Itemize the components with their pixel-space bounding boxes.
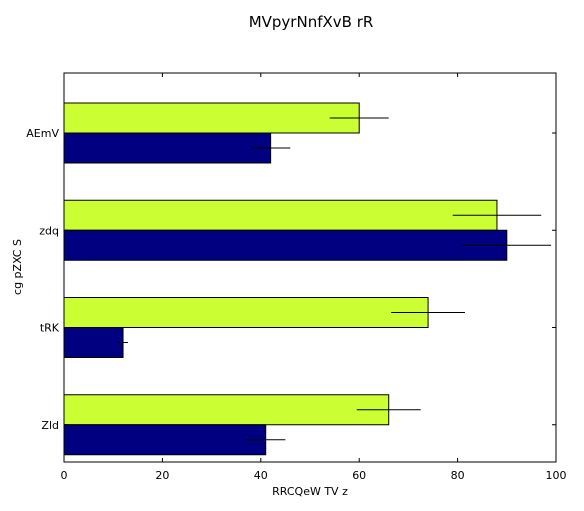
bars-layer [63,102,508,456]
y-axis-ticks: AEmV zdq tRK Zld [26,127,556,432]
y-tick-label-Zld: Zld [41,419,59,432]
x-tick-label-60: 60 [352,469,366,482]
bar-AEmV-series-2 [63,132,272,164]
bar-AEmV-series-1 [63,102,360,134]
x-tick-label-20: 20 [155,469,169,482]
bar-Zld-series-1 [63,394,390,426]
y-axis-label: cg pZXC S [11,239,24,295]
x-tick-label-40: 40 [254,469,268,482]
x-tick-label-100: 100 [546,469,567,482]
y-tick-label-tRK: tRK [40,322,60,335]
y-tick-label-AEmV: AEmV [26,127,59,140]
y-tick-label-zdq: zdq [39,224,59,237]
x-axis-ticks: 0 20 40 60 80 100 [61,73,567,482]
chart-title: MVpyrNnfXvB rR [249,13,374,31]
bar-tRK-series-1 [63,297,429,328]
x-tick-label-0: 0 [61,469,68,482]
bar-zdq-series-2 [63,229,508,261]
error-bars-layer [118,117,552,441]
bar-zdq-series-1 [63,199,498,231]
bar-tRK-series-2 [63,327,124,358]
x-tick-label-80: 80 [451,469,465,482]
bar-Zld-series-2 [63,424,267,456]
x-axis-label: RRCQeW TV z [272,485,348,498]
